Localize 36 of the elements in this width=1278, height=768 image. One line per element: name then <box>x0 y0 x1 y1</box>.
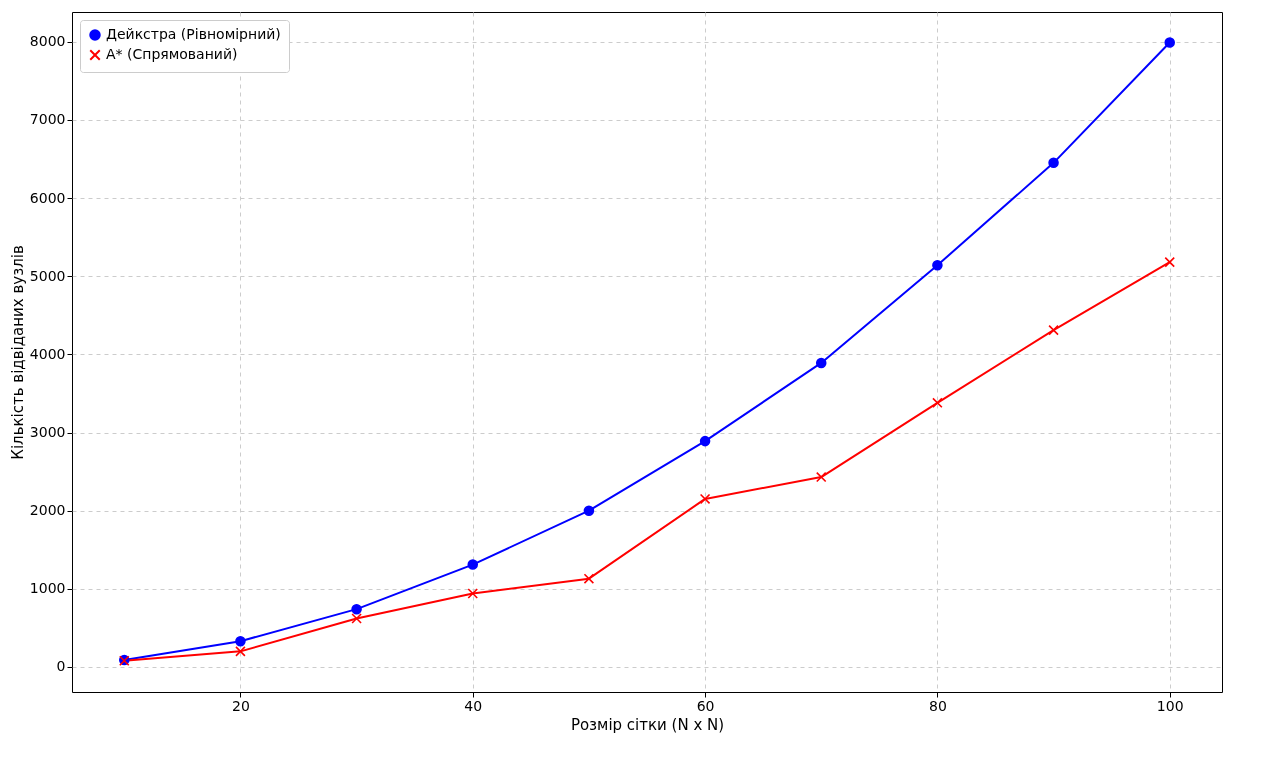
point <box>1164 37 1175 48</box>
y-axis-title: Кількість відвіданих вузлів <box>8 245 27 460</box>
y-tick-label: 8000 <box>29 33 66 50</box>
y-tick-label: 4000 <box>29 345 66 362</box>
point <box>583 505 595 516</box>
point <box>932 397 943 409</box>
point <box>815 471 827 483</box>
point <box>699 435 711 447</box>
x-tick-label: 40 <box>464 697 483 714</box>
point <box>351 603 362 615</box>
x-tick-label: 20 <box>232 697 250 714</box>
point <box>699 493 711 505</box>
y-tick-label: 3000 <box>29 424 66 441</box>
point <box>351 613 362 624</box>
y-tick-label: 2000 <box>29 502 66 519</box>
x-tick-label: 60 <box>696 697 715 714</box>
x-tick-label: 100 <box>1156 697 1184 714</box>
point <box>1048 157 1059 169</box>
point <box>467 559 479 570</box>
point <box>467 588 479 599</box>
x-axis-title: Розмір сітки (N x N) <box>570 715 725 734</box>
y-tick-label: 0 <box>56 658 66 675</box>
y-tick-label: 5000 <box>29 267 66 284</box>
y-tick-label: 7000 <box>29 111 66 128</box>
point <box>1164 256 1175 268</box>
legend-label: A* (Спрямований) <box>106 46 238 62</box>
y-tick-label: 6000 <box>29 189 66 206</box>
legend-label: Дейкстра (Рівномірний) <box>106 26 281 42</box>
point <box>583 573 595 584</box>
point <box>235 635 246 647</box>
point <box>815 357 827 369</box>
point <box>1048 324 1059 336</box>
y-tick-label: 1000 <box>29 580 66 597</box>
x-tick-label: 80 <box>928 697 947 714</box>
point <box>235 646 246 657</box>
point <box>932 259 943 271</box>
